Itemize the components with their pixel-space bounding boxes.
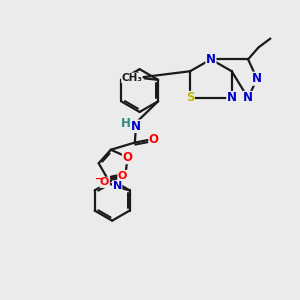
Text: H: H	[121, 117, 131, 130]
Text: S: S	[186, 92, 194, 104]
Text: O: O	[100, 177, 110, 187]
Text: O: O	[149, 133, 159, 146]
Text: N: N	[243, 92, 253, 104]
Text: N: N	[227, 92, 237, 104]
Text: N: N	[206, 53, 216, 66]
Text: −: −	[95, 174, 104, 184]
Text: N: N	[112, 181, 122, 191]
Text: N: N	[131, 120, 141, 133]
Text: O: O	[122, 151, 132, 164]
Text: N: N	[252, 72, 262, 85]
Text: O: O	[118, 170, 127, 181]
Text: CH₃: CH₃	[122, 73, 142, 83]
